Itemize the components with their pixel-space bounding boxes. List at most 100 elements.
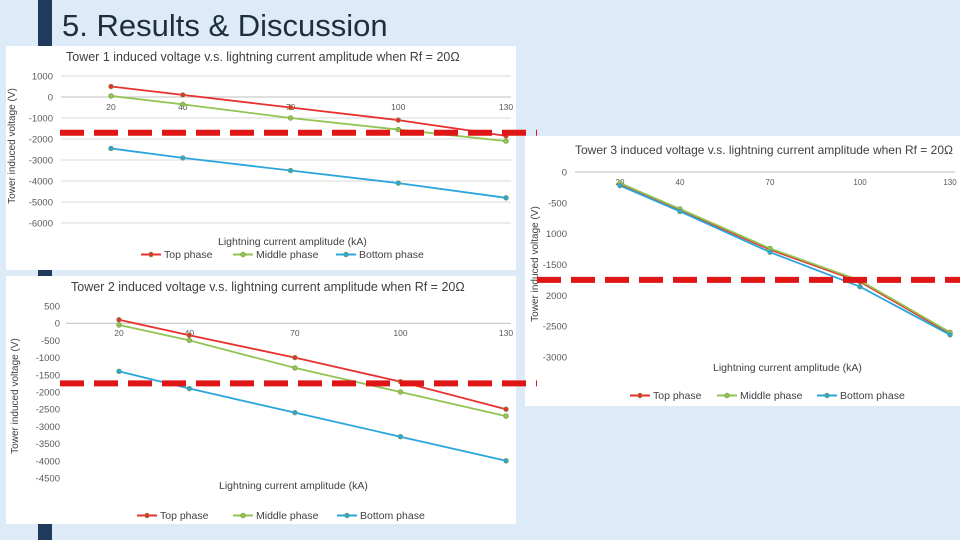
data-point xyxy=(395,126,401,133)
series-line-bottom-phase xyxy=(619,184,951,336)
y-tick-label: -1000 xyxy=(29,114,53,125)
data-point xyxy=(287,115,294,121)
x-tick-label: 20 xyxy=(106,102,116,112)
y-tick-label: -2500 xyxy=(36,405,60,416)
legend-marker xyxy=(144,512,150,519)
legend-entry: Middle phase xyxy=(256,510,319,522)
x-tick-label: 20 xyxy=(114,328,124,338)
legend-marker xyxy=(637,392,643,399)
chart-title: Tower 1 induced voltage v.s. lightning c… xyxy=(66,50,460,64)
y-tick-label: 500 xyxy=(44,302,60,313)
data-point xyxy=(292,365,298,371)
y-tick-label: -500 xyxy=(41,336,60,347)
y-tick-label: 0 xyxy=(48,93,53,104)
legend-marker xyxy=(824,392,830,399)
y-tick-label: -1000 xyxy=(36,353,60,364)
x-tick-label: 40 xyxy=(676,178,685,187)
series-line-middle-phase xyxy=(118,324,507,417)
y-tick-label: -3000 xyxy=(543,353,567,364)
y-axis-label: Tower induced voltage (V) xyxy=(530,206,541,322)
series-line-top-phase xyxy=(118,318,507,411)
x-tick-label: 130 xyxy=(943,178,957,187)
y-axis-label: Tower induced voltage (V) xyxy=(7,88,18,204)
x-axis-label: Lightning current amplitude (kA) xyxy=(218,236,367,248)
legend-marker xyxy=(343,251,349,258)
data-point xyxy=(116,322,122,328)
y-tick-label: 1000 xyxy=(546,229,567,240)
y-tick-label: 1000 xyxy=(32,72,53,83)
data-point xyxy=(503,458,509,464)
chart-title: Tower 3 induced voltage v.s. lightning c… xyxy=(575,143,953,157)
legend-entry: Middle phase xyxy=(740,390,803,402)
legend-entry: Top phase xyxy=(164,249,213,261)
data-point xyxy=(116,317,122,323)
y-tick-label: -2000 xyxy=(29,135,53,146)
x-tick-label: 70 xyxy=(290,328,300,338)
data-point xyxy=(395,117,401,123)
data-point xyxy=(677,208,683,215)
data-point xyxy=(116,368,122,375)
legend-marker xyxy=(240,512,246,519)
y-tick-label: -5000 xyxy=(29,198,53,209)
data-point xyxy=(186,385,193,392)
y-tick-label: -3000 xyxy=(36,422,60,433)
tower2-chart: Tower 2 induced voltage v.s. lightning c… xyxy=(10,280,513,522)
data-point xyxy=(108,83,114,90)
data-point xyxy=(186,337,193,344)
legend-entry: Bottom phase xyxy=(360,510,425,522)
x-tick-label: 70 xyxy=(766,178,775,187)
data-point xyxy=(395,180,401,186)
data-point xyxy=(503,133,509,139)
tower3-chart: Tower 3 induced voltage v.s. lightning c… xyxy=(530,143,957,402)
y-tick-label: -4500 xyxy=(36,474,60,485)
legend-entry: Middle phase xyxy=(256,249,319,261)
y-axis-label: Tower induced voltage (V) xyxy=(10,338,21,454)
x-axis-label: Lightning current amplitude (kA) xyxy=(713,362,862,374)
x-axis-label: Lightning current amplitude (kA) xyxy=(219,480,368,492)
y-tick-label: -1500 xyxy=(543,260,567,271)
data-point xyxy=(180,92,186,98)
x-tick-label: 100 xyxy=(393,328,407,338)
data-point xyxy=(108,145,114,152)
legend-entry: Bottom phase xyxy=(359,249,424,261)
x-tick-label: 130 xyxy=(499,328,513,338)
data-point xyxy=(503,138,509,144)
data-point xyxy=(397,378,404,385)
legend-entry: Top phase xyxy=(160,510,209,522)
data-point xyxy=(397,434,404,440)
x-tick-label: 100 xyxy=(853,178,867,187)
data-point xyxy=(180,155,186,161)
data-point xyxy=(767,249,773,255)
tower1-chart-panel: Tower 1 induced voltage v.s. lightning c… xyxy=(6,46,516,270)
chart-title: Tower 2 induced voltage v.s. lightning c… xyxy=(71,280,465,294)
data-point xyxy=(947,332,953,338)
y-tick-label: 0 xyxy=(562,168,567,179)
data-point xyxy=(292,354,298,361)
data-point xyxy=(287,167,294,174)
data-point xyxy=(180,101,186,108)
tower2-chart-panel: Tower 2 induced voltage v.s. lightning c… xyxy=(6,276,516,524)
page-title: 5. Results & Discussion xyxy=(62,8,388,43)
y-tick-label: 0 xyxy=(55,319,60,330)
x-tick-label: 130 xyxy=(499,102,513,112)
data-point xyxy=(503,406,509,412)
data-point xyxy=(503,195,509,201)
data-point xyxy=(292,409,298,416)
legend-entry: Bottom phase xyxy=(840,390,905,402)
legend-marker xyxy=(344,512,350,519)
y-tick-label: -6000 xyxy=(29,219,53,230)
data-point xyxy=(617,182,623,189)
data-point xyxy=(287,104,294,111)
data-point xyxy=(857,277,863,284)
x-tick-label: 100 xyxy=(391,102,405,112)
data-point xyxy=(397,389,404,395)
legend-marker xyxy=(148,251,154,258)
series-line-middle-phase xyxy=(110,95,507,142)
data-point xyxy=(186,332,193,338)
tower3-chart-panel: Tower 3 induced voltage v.s. lightning c… xyxy=(525,136,960,406)
y-tick-label: -1500 xyxy=(36,370,60,381)
data-point xyxy=(857,284,863,290)
legend-entry: Top phase xyxy=(653,390,702,402)
y-tick-label: -500 xyxy=(548,198,567,209)
series-line-bottom-phase xyxy=(118,370,507,462)
